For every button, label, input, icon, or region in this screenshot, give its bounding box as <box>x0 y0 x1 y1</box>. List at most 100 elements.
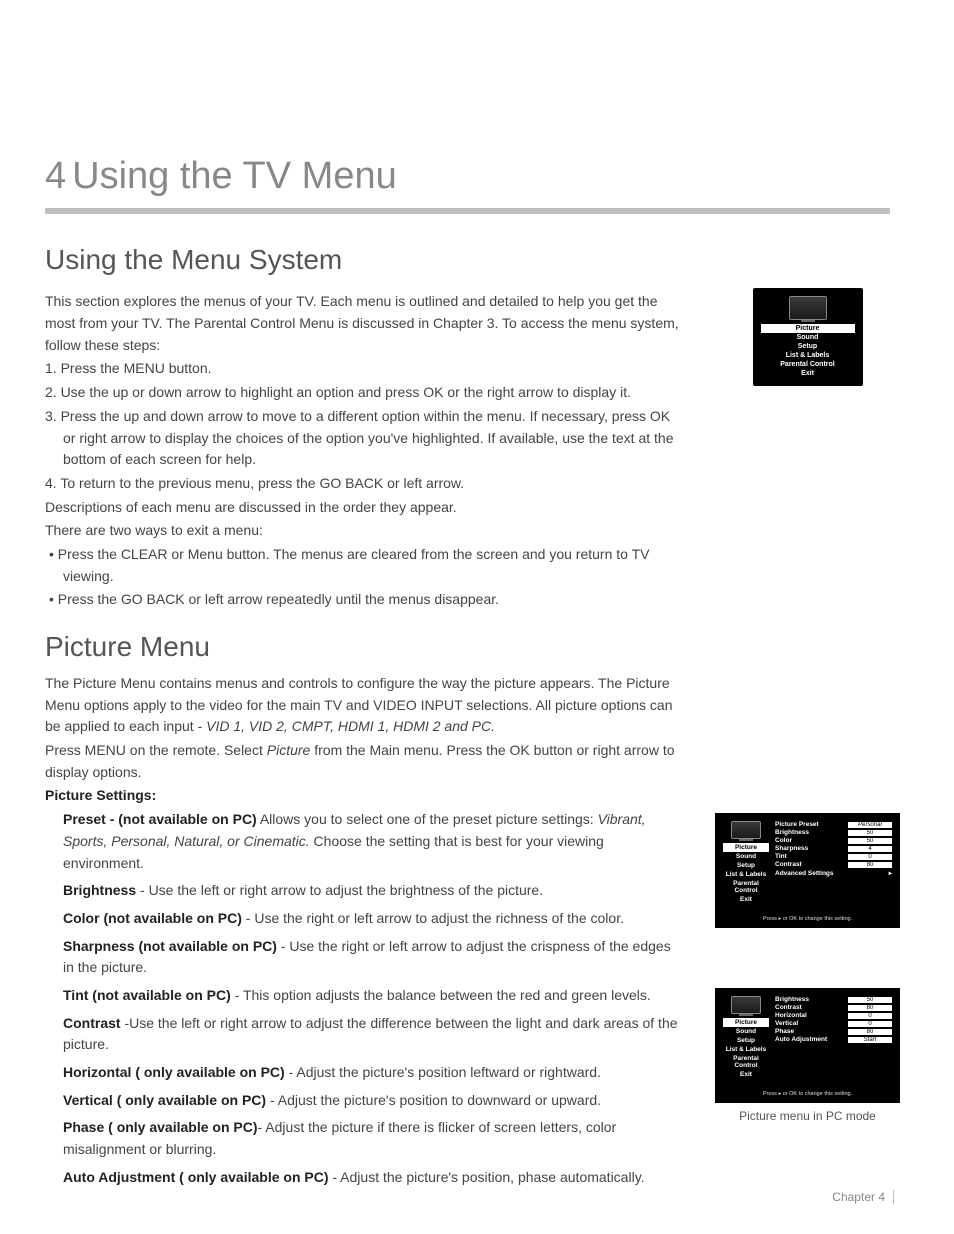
menu-nav-item: Setup <box>723 861 769 870</box>
menu-setting-row: Sharpness 4 <box>775 845 892 852</box>
menu-setting-row: Phase 80 <box>775 1028 892 1035</box>
section1-after-steps: Descriptions of each menu are discussed … <box>45 497 685 519</box>
preset-label: Preset - (not available on PC) <box>63 811 257 827</box>
vertical-label: Vertical ( only available on PC) <box>63 1092 266 1108</box>
setting-row-label: Picture Preset <box>775 821 819 828</box>
menu-setting-row: Auto Adjustment Start <box>775 1036 892 1043</box>
vertical-text: - Adjust the picture's position to downw… <box>266 1092 601 1108</box>
menu-setting-row: Tint 0 <box>775 853 892 860</box>
chapter-number: 4 <box>45 155 66 197</box>
main-menu-item: Setup <box>761 342 855 351</box>
menu-nav-item: Picture <box>723 1018 769 1027</box>
setting-row-label: Sharpness <box>775 845 808 852</box>
picture-menu-p2: Press MENU on the remote. Select Picture… <box>45 740 685 783</box>
setting-row-label: Advanced Settings <box>775 870 834 877</box>
menu-nav-item: Sound <box>723 852 769 861</box>
tv-icon <box>731 821 761 839</box>
tint-label: Tint (not available on PC) <box>63 987 231 1003</box>
menu-setting-row: Contrast80 <box>775 1004 892 1011</box>
setting-row-label: Auto Adjustment <box>775 1036 827 1043</box>
menu-nav-item: Parental Control <box>723 1054 769 1070</box>
step-item: 4. To return to the previous menu, press… <box>45 473 685 495</box>
section-picture-menu-title: Picture Menu <box>45 631 909 663</box>
setting-row-value: 80 <box>848 1029 892 1035</box>
step-item: 3. Press the up and down arrow to move t… <box>45 406 685 471</box>
p2-italic: Picture <box>267 742 311 758</box>
brightness-text: - Use the left or right arrow to adjust … <box>136 882 543 898</box>
setting-row-value: 0 <box>848 1021 892 1027</box>
setting-row-value: 80 <box>848 1005 892 1011</box>
main-menu-mock: PictureSoundSetupList & LabelsParental C… <box>753 288 863 386</box>
setting-row-label: Phase <box>775 1028 794 1035</box>
p1-italic: VID 1, VID 2, CMPT, HDMI 1, HDMI 2 and P… <box>206 718 495 734</box>
setting-auto: Auto Adjustment ( only available on PC) … <box>63 1167 685 1189</box>
setting-vertical: Vertical ( only available on PC) - Adjus… <box>63 1090 685 1112</box>
setting-sharpness: Sharpness (not available on PC) - Use th… <box>63 936 685 979</box>
contrast-label: Contrast <box>63 1015 121 1031</box>
setting-row-value: 0 <box>848 1013 892 1019</box>
menu-setting-row: Vertical 0 <box>775 1020 892 1027</box>
tv-icon <box>789 296 827 320</box>
brightness-label: Brightness <box>63 882 136 898</box>
setting-horizontal: Horizontal ( only available on PC) - Adj… <box>63 1062 685 1084</box>
setting-row-value: 4 <box>848 846 892 852</box>
menu-setting-row: Horizontal 0 <box>775 1012 892 1019</box>
chapter-title: 4Using the TV Menu <box>45 155 909 198</box>
contrast-text: -Use the left or right arrow to adjust t… <box>63 1015 678 1053</box>
auto-label: Auto Adjustment ( only available on PC) <box>63 1169 329 1185</box>
exit-bullet: Press the CLEAR or Menu button. The menu… <box>45 544 685 587</box>
menu-nav-item: List & Labels <box>723 1045 769 1054</box>
horizontal-text: - Adjust the picture's position leftward… <box>285 1064 601 1080</box>
main-menu-item: Picture <box>761 324 855 333</box>
steps-list: 1. Press the MENU button.2. Use the up o… <box>45 358 685 494</box>
setting-row-value: 50 <box>848 838 892 844</box>
menu-nav-item: Exit <box>723 895 769 904</box>
section-using-menu-system-title: Using the Menu System <box>45 238 685 281</box>
setting-row-value: Personal <box>848 822 892 828</box>
mock-footer: Press ▸ or OK to change this setting. <box>723 916 892 922</box>
setting-contrast: Contrast -Use the left or right arrow to… <box>63 1013 685 1056</box>
setting-row-value: 0 <box>848 854 892 860</box>
horizontal-label: Horizontal ( only available on PC) <box>63 1064 285 1080</box>
menu-setting-row: Brightness 50 <box>775 996 892 1003</box>
color-text: - Use the right or left arrow to adjust … <box>242 910 624 926</box>
section1-exit-intro: There are two ways to exit a menu: <box>45 520 685 542</box>
auto-text: - Adjust the picture's position, phase a… <box>329 1169 645 1185</box>
chevron-right-icon: ▸ <box>889 869 892 877</box>
setting-row-label: Tint <box>775 853 787 860</box>
exit-bullet: Press the GO BACK or left arrow repeated… <box>45 589 685 611</box>
exit-bullets: Press the CLEAR or Menu button. The menu… <box>45 544 685 611</box>
setting-row-label: Color <box>775 837 792 844</box>
preset-text: Allows you to select one of the preset p… <box>257 811 598 827</box>
setting-row-value: 50 <box>848 830 892 836</box>
setting-row-label: Horizontal <box>775 1012 807 1019</box>
tint-text: - This option adjusts the balance betwee… <box>231 987 651 1003</box>
chapter-title-text: Using the TV Menu <box>72 155 397 197</box>
main-menu-item: List & Labels <box>761 351 855 360</box>
setting-row-value: Start <box>848 1037 892 1043</box>
menu-setting-row: Picture Preset Personal <box>775 821 892 828</box>
page-footer: Chapter 4 <box>832 1190 894 1204</box>
menu-setting-row: Color 50 <box>775 837 892 844</box>
menu-setting-row: Advanced Settings ▸ <box>775 869 892 877</box>
setting-row-label: Contrast <box>775 861 802 868</box>
setting-row-label: Brightness <box>775 829 809 836</box>
setting-preset: Preset - (not available on PC) Allows yo… <box>63 809 685 874</box>
main-menu-item: Sound <box>761 333 855 342</box>
setting-row-label: Vertical <box>775 1020 798 1027</box>
sharpness-label: Sharpness (not available on PC) <box>63 938 277 954</box>
pc-menu-mock: PictureSoundSetupList & LabelsParental C… <box>715 988 900 1103</box>
main-menu-item: Parental Control <box>761 360 855 369</box>
picture-menu-p1: The Picture Menu contains menus and cont… <box>45 673 685 738</box>
picture-settings-label: Picture Settings: <box>45 785 685 807</box>
menu-nav-item: Sound <box>723 1027 769 1036</box>
menu-setting-row: Contrast80 <box>775 861 892 868</box>
step-item: 2. Use the up or down arrow to highlight… <box>45 382 685 404</box>
setting-phase: Phase ( only available on PC)- Adjust th… <box>63 1117 685 1160</box>
setting-row-value: 50 <box>848 997 892 1003</box>
setting-row-label: Brightness <box>775 996 809 1003</box>
color-label: Color (not available on PC) <box>63 910 242 926</box>
setting-color: Color (not available on PC) - Use the ri… <box>63 908 685 930</box>
phase-label: Phase ( only available on PC) <box>63 1119 258 1135</box>
menu-setting-row: Brightness 50 <box>775 829 892 836</box>
